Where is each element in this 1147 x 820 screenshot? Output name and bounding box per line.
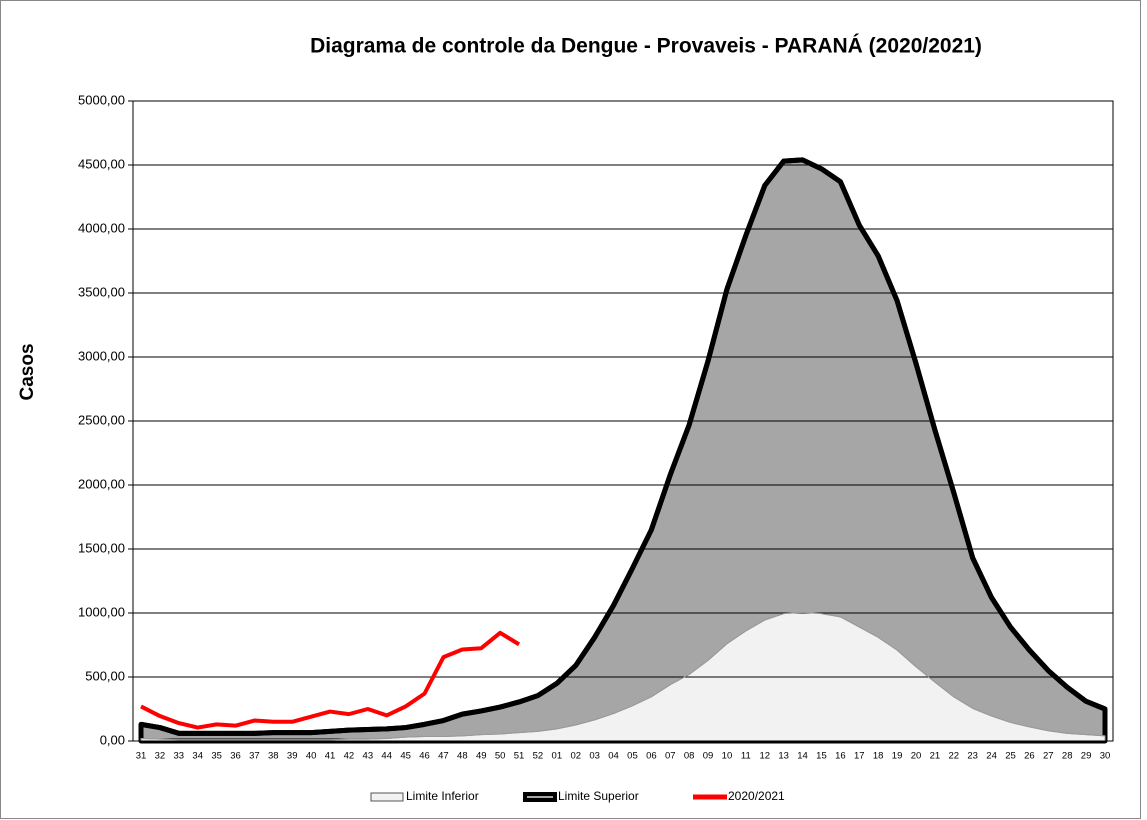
x-tick-label: 27 — [1043, 751, 1054, 762]
x-tick-label: 16 — [835, 751, 846, 762]
x-tick-label: 09 — [703, 751, 714, 762]
x-tick-label: 22 — [948, 751, 959, 762]
x-tick-label: 24 — [986, 751, 997, 762]
legend-swatch — [370, 792, 404, 802]
x-tick-label: 15 — [816, 751, 827, 762]
series-line — [140, 630, 521, 730]
x-tick-label: 07 — [665, 751, 676, 762]
legend-swatch — [523, 792, 557, 802]
y-tick-label: 4500,00 — [78, 156, 125, 171]
series-line — [140, 611, 1106, 741]
x-tick-label: 31 — [136, 751, 147, 762]
x-tick-label: 46 — [419, 751, 430, 762]
y-tick-label: 3500,00 — [78, 284, 125, 299]
y-tick-label: 2000,00 — [78, 476, 125, 491]
plot-border — [132, 100, 1114, 742]
x-tick-label: 20 — [911, 751, 922, 762]
x-tick-label: 36 — [230, 751, 241, 762]
x-tick-label: 40 — [306, 751, 317, 762]
x-tick-label: 39 — [287, 751, 298, 762]
x-tick-label: 25 — [1005, 751, 1016, 762]
x-tick-label: 13 — [778, 751, 789, 762]
x-tick-label: 04 — [608, 751, 619, 762]
y-tick-label: 2500,00 — [78, 412, 125, 427]
x-tick-label: 01 — [552, 751, 563, 762]
x-tick-label: 34 — [192, 751, 203, 762]
x-tick-label: 23 — [967, 751, 978, 762]
x-tick-label: 10 — [722, 751, 733, 762]
x-tick-label: 45 — [400, 751, 411, 762]
y-tick-label: 5000,00 — [78, 92, 125, 107]
x-tick-label: 11 — [741, 751, 751, 762]
x-tick-label: 38 — [268, 751, 279, 762]
chart-title: Diagrama de controle da Dengue - Provave… — [310, 35, 982, 58]
y-tick-label: 3000,00 — [78, 348, 125, 363]
x-tick-label: 03 — [589, 751, 600, 762]
x-tick-label: 44 — [381, 751, 392, 762]
x-tick-label: 42 — [344, 751, 355, 762]
x-tick-label: 21 — [930, 751, 941, 762]
x-tick-label: 14 — [797, 751, 808, 762]
x-tick-label: 08 — [684, 751, 695, 762]
x-tick-label: 50 — [495, 751, 506, 762]
x-tick-label: 35 — [211, 751, 222, 762]
x-tick-label: 48 — [457, 751, 468, 762]
x-tick-label: 47 — [438, 751, 449, 762]
x-tick-label: 28 — [1062, 751, 1073, 762]
x-tick-label: 05 — [627, 751, 638, 762]
x-tick-label: 33 — [174, 751, 185, 762]
legend-label: 2020/2021 — [728, 789, 785, 803]
y-tick-label: 1000,00 — [78, 604, 125, 619]
x-tick-label: 12 — [759, 751, 770, 762]
x-tick-label: 02 — [570, 751, 581, 762]
series-line — [140, 157, 1106, 736]
y-axis-label: Casos — [17, 343, 38, 400]
legend-label: Limite Superior — [558, 789, 639, 803]
x-tick-label: 30 — [1100, 751, 1111, 762]
x-tick-label: 51 — [514, 751, 525, 762]
x-tick-label: 29 — [1081, 751, 1092, 762]
x-tick-label: 17 — [854, 751, 865, 762]
x-tick-label: 19 — [892, 751, 903, 762]
x-tick-label: 32 — [155, 751, 166, 762]
x-tick-label: 37 — [249, 751, 260, 762]
x-tick-label: 18 — [873, 751, 884, 762]
y-tick-label: 4000,00 — [78, 220, 125, 235]
x-tick-label: 06 — [646, 751, 657, 762]
legend-label: Limite Inferior — [406, 789, 479, 803]
x-tick-label: 41 — [325, 751, 336, 762]
x-tick-label: 49 — [476, 751, 487, 762]
x-tick-label: 52 — [533, 751, 544, 762]
x-tick-label: 26 — [1024, 751, 1035, 762]
y-tick-label: 0,00 — [100, 732, 125, 747]
y-tick-label: 1500,00 — [78, 540, 125, 555]
y-tick-label: 500,00 — [85, 668, 125, 683]
x-tick-label: 43 — [363, 751, 374, 762]
